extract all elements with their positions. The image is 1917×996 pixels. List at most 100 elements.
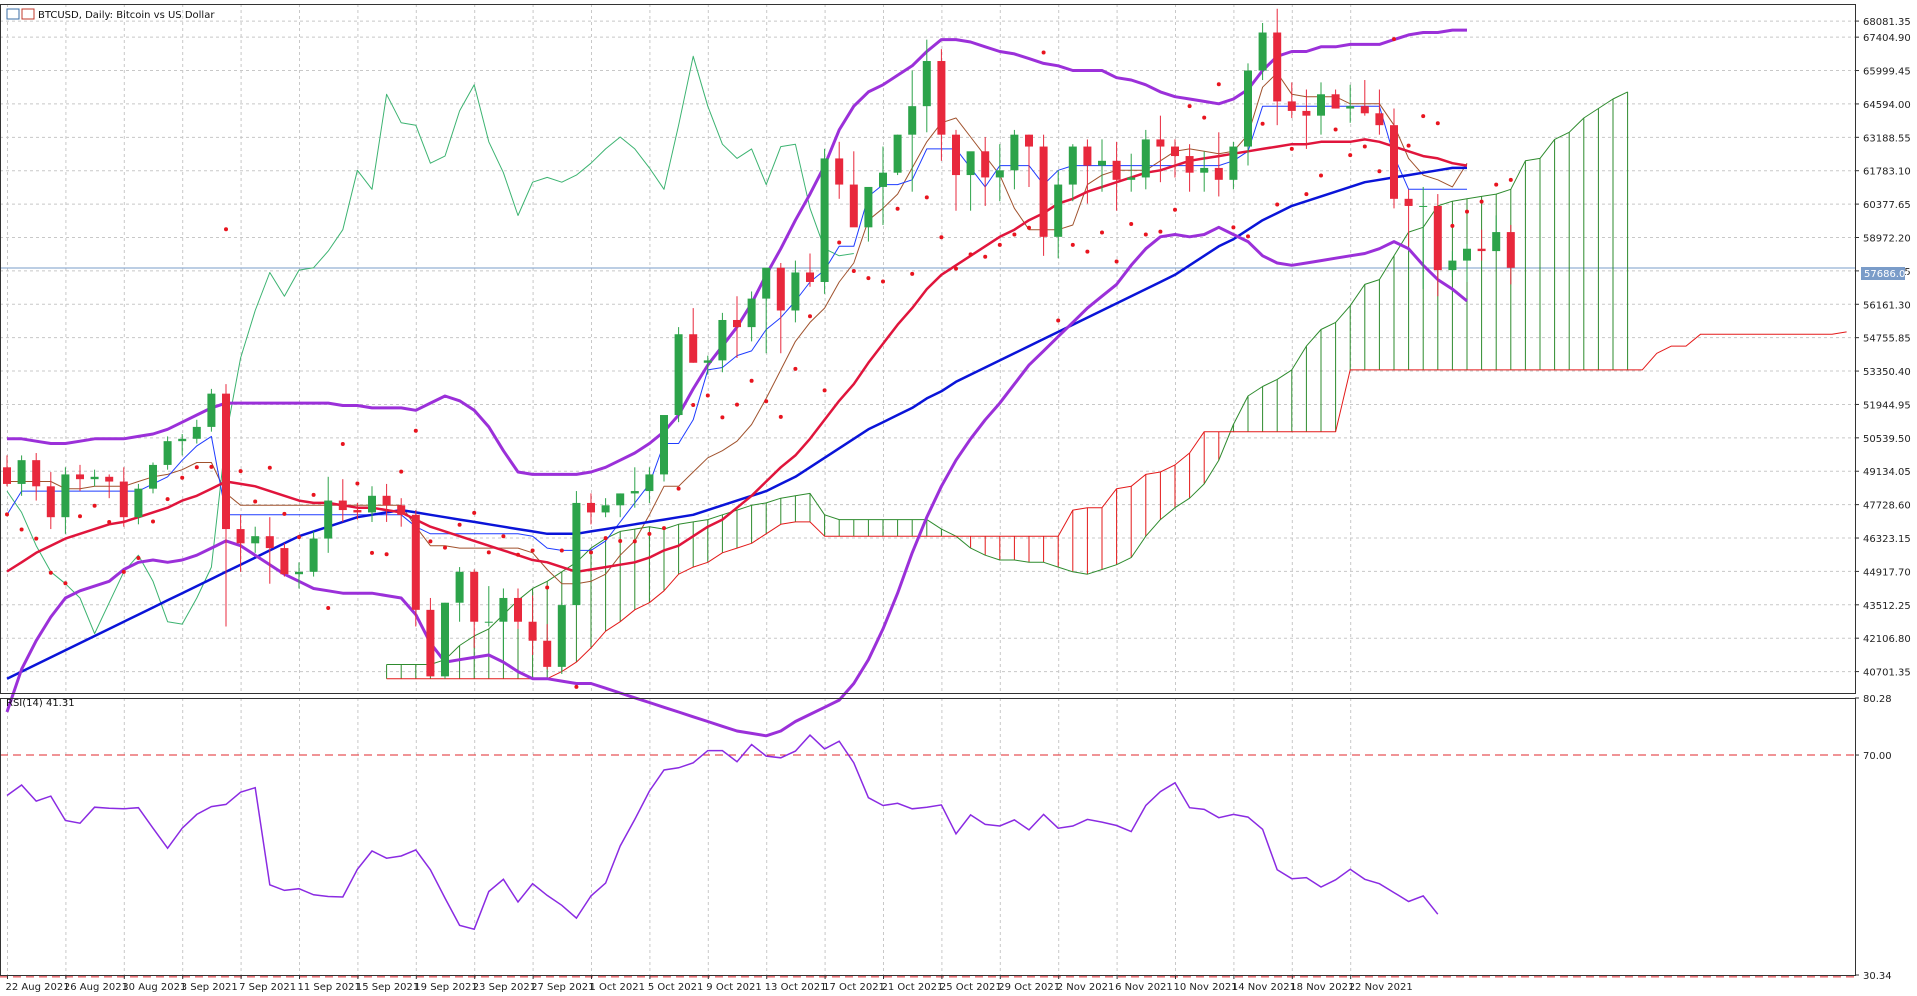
psar-dot <box>1012 232 1017 237</box>
y-tick-label: 56161.30 <box>1863 300 1911 311</box>
chikou-span-line <box>6 55 854 635</box>
psar-dot <box>691 403 696 408</box>
psar-dot <box>1158 229 1163 234</box>
candle-bull <box>922 61 931 107</box>
candle-bull <box>747 298 756 328</box>
candle-bear <box>76 474 84 480</box>
psar-dot <box>486 550 491 555</box>
x-tick-label: 13 Oct 2021 <box>765 982 827 993</box>
candle-bull <box>1448 260 1457 271</box>
psar-dot <box>1406 143 1411 148</box>
candle-bull <box>207 393 216 427</box>
psar-dot <box>589 550 593 555</box>
x-tick-label: 22 Nov 2021 <box>1349 982 1413 993</box>
chart-type-icon[interactable] <box>6 8 20 20</box>
psar-dot <box>180 475 185 480</box>
candle-bear <box>105 476 114 482</box>
rsi-y-tick-label: 70.00 <box>1863 751 1892 762</box>
psar-dot <box>1041 50 1046 55</box>
senkou-span-b-line <box>386 331 1847 680</box>
x-tick-label: 7 Sep 2021 <box>239 982 296 993</box>
candle-bull <box>601 505 610 513</box>
psar-dot <box>194 465 199 470</box>
psar-dot <box>19 527 24 532</box>
psar-dot <box>355 481 360 486</box>
candle-bear <box>119 481 128 518</box>
chart-color-icon[interactable] <box>21 8 35 20</box>
x-tick-label: 1 Oct 2021 <box>590 982 645 993</box>
rsi-panel-frame <box>0 698 1856 976</box>
psar-dot <box>472 510 477 515</box>
candle-bull <box>251 536 260 544</box>
candle-bear <box>849 184 858 228</box>
x-tick-label: 17 Oct 2021 <box>823 982 885 993</box>
psar-dot <box>340 442 345 447</box>
senkou-span-a-line <box>386 91 1628 665</box>
psar-dot <box>151 519 155 524</box>
psar-dot <box>224 227 228 232</box>
ichimoku-cloud <box>386 91 1847 680</box>
y-tick-label: 64594.00 <box>1863 100 1911 111</box>
chart-header: BTCUSD, Daily: Bitcoin vs US Dollar <box>6 8 215 21</box>
y-tick-label: 50539.50 <box>1863 434 1911 445</box>
candle-bear <box>3 467 11 484</box>
candle-bear <box>1185 156 1194 173</box>
x-tick-label: 6 Nov 2021 <box>1115 982 1173 993</box>
candle-bear <box>514 597 522 622</box>
psar-dot <box>121 569 126 574</box>
candle-bull <box>1258 32 1267 71</box>
psar-dot <box>574 684 579 689</box>
candle-bull <box>1317 94 1325 116</box>
psar-dot <box>735 402 739 407</box>
y-tick-label: 47728.60 <box>1863 501 1911 512</box>
psar-dot <box>530 548 535 553</box>
candle-bear <box>1433 205 1442 271</box>
candle-bear <box>937 61 946 135</box>
candle-bear <box>1039 146 1048 237</box>
rsi-label: RSI(14) 41.31 <box>6 698 75 709</box>
candle-bear <box>46 486 55 518</box>
candle-bear <box>952 134 960 176</box>
psar-dot <box>749 378 754 383</box>
candle-bear <box>1273 32 1282 102</box>
candle-bull <box>674 334 683 416</box>
candle-bear <box>1112 160 1121 180</box>
psar-dot <box>1129 222 1134 227</box>
psar-dot <box>764 399 769 404</box>
candle-bear <box>1214 167 1223 180</box>
psar-dot <box>1392 37 1396 42</box>
candle-bull <box>90 476 99 480</box>
candle-bull <box>192 426 201 439</box>
candle-bear <box>1083 146 1092 166</box>
x-tick-label: 18 Nov 2021 <box>1290 982 1354 993</box>
x-tick-label: 29 Oct 2021 <box>998 982 1060 993</box>
x-tick-label: 21 Oct 2021 <box>882 982 944 993</box>
x-tick-label: 22 Aug 2021 <box>6 982 70 993</box>
candle-bull <box>1200 167 1209 173</box>
rsi-panel <box>0 734 1855 978</box>
psar-dot <box>1479 199 1484 204</box>
psar-dot <box>1333 127 1338 132</box>
candle-bear <box>426 609 435 677</box>
candle-bull <box>17 460 26 484</box>
candle-bull <box>616 493 625 506</box>
candle-bear <box>265 536 274 549</box>
parabolic-sar <box>5 37 1513 689</box>
candle-bull <box>1492 232 1501 252</box>
candle-bull <box>762 267 771 299</box>
candle-bear <box>776 267 785 311</box>
psar-dot <box>1260 121 1265 126</box>
x-tick-label: 26 Aug 2021 <box>64 982 128 993</box>
series-ma-fast <box>6 138 1468 574</box>
psar-dot <box>705 393 710 398</box>
y-tick-label: 61783.10 <box>1863 167 1911 178</box>
psar-dot <box>837 240 842 245</box>
psar-dot <box>413 428 418 433</box>
x-tick-label: 30 Aug 2021 <box>122 982 186 993</box>
psar-dot <box>443 545 447 550</box>
psar-dot <box>48 570 53 575</box>
psar-dot <box>238 469 243 474</box>
psar-dot <box>107 519 112 524</box>
candle-bear <box>733 319 741 328</box>
